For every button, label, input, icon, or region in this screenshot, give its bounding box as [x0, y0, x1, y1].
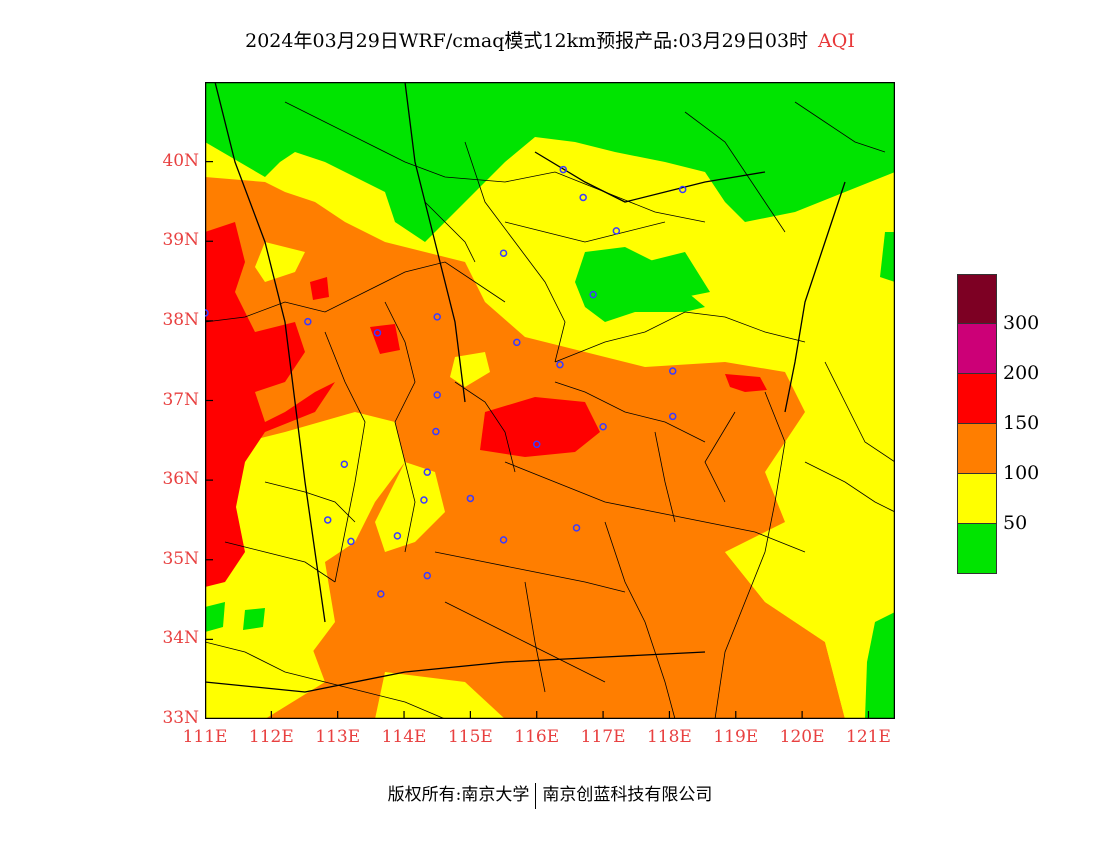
station-marker: [612, 227, 621, 235]
station-marker: [499, 536, 508, 544]
footer: 版权所有:南京大学 南京创蓝科技有限公司: [0, 780, 1100, 809]
lat-label: 38N: [162, 309, 199, 330]
lon-label: 116E: [514, 727, 560, 747]
station-marker: [304, 317, 312, 326]
lat-label: 39N: [162, 230, 199, 251]
station-marker: [340, 460, 349, 468]
station-marker: [420, 496, 428, 504]
lon-label: 111E: [182, 727, 228, 747]
station-marker: [678, 185, 687, 194]
station-marker: [466, 494, 475, 503]
station-marker: [433, 391, 441, 399]
footer-separator: [535, 782, 537, 809]
legend-value: 50: [1003, 512, 1028, 534]
aqi-map[interactable]: [205, 82, 895, 719]
lat-label: 37N: [162, 389, 199, 410]
station-marker: [532, 440, 541, 449]
station-marker: [572, 524, 581, 532]
province-boundaries: [205, 82, 846, 693]
station-marker: [668, 367, 677, 375]
station-marker: [589, 290, 597, 299]
lon-label: 117E: [580, 727, 626, 747]
station-marker: [556, 360, 564, 369]
lon-label: 118E: [646, 727, 692, 747]
legend-swatch: [957, 524, 997, 574]
monitoring-stations: [205, 165, 687, 598]
lat-label: 40N: [162, 150, 199, 171]
station-marker: [323, 516, 332, 524]
legend-value: 300: [1003, 312, 1040, 334]
page-title: 2024年03月29日WRF/cmaq模式12km预报产品:03月29日03时 A…: [0, 26, 1100, 53]
legend-value: 150: [1003, 412, 1040, 434]
legend-swatch: [957, 474, 997, 524]
station-marker: [513, 338, 521, 347]
footer-company: 南京创蓝科技有限公司: [542, 785, 713, 805]
station-marker: [668, 412, 677, 421]
lon-label: 119E: [713, 727, 759, 747]
aqi-level-50-100-areas: [205, 82, 895, 719]
lon-label: 121E: [846, 727, 891, 747]
lon-label: 120E: [779, 727, 825, 747]
lat-label: 34N: [162, 628, 199, 649]
legend-swatch: [957, 424, 997, 474]
station-marker: [423, 571, 432, 580]
admin-boundaries: [205, 101, 895, 719]
aqi-level-0-50-areas: [205, 82, 895, 719]
station-marker: [432, 427, 440, 436]
station-marker: [377, 590, 385, 598]
title-text: 2024年03月29日WRF/cmaq模式12km预报产品:03月29日03时: [245, 30, 809, 52]
station-marker: [347, 537, 355, 546]
station-marker: [373, 329, 382, 337]
legend-value: 100: [1003, 462, 1040, 484]
aqi-level-150-200-areas: [205, 222, 767, 587]
aqi-legend: [957, 274, 997, 574]
footer-copyright: 版权所有:南京大学: [387, 785, 530, 805]
station-marker: [499, 249, 508, 257]
legend-value: 200: [1003, 362, 1040, 384]
lat-label: 36N: [162, 469, 199, 490]
lon-label: 112E: [248, 727, 294, 747]
map-ticks: [205, 161, 870, 719]
legend-swatch: [957, 274, 997, 324]
station-marker: [559, 165, 568, 174]
station-marker: [423, 468, 432, 476]
station-marker: [599, 423, 607, 431]
station-marker: [579, 193, 587, 202]
station-marker: [433, 313, 441, 321]
lat-label: 35N: [162, 548, 199, 569]
lat-label: 33N: [162, 708, 199, 728]
lon-label: 115E: [447, 727, 493, 747]
title-variable: AQI: [818, 30, 855, 52]
lon-label: 113E: [315, 727, 361, 747]
station-marker: [393, 532, 402, 540]
legend-swatch: [957, 324, 997, 374]
lon-label: 114E: [381, 727, 427, 747]
aqi-map-canvas: [205, 82, 895, 719]
legend-swatch: [957, 374, 997, 424]
station-marker: [205, 309, 209, 317]
